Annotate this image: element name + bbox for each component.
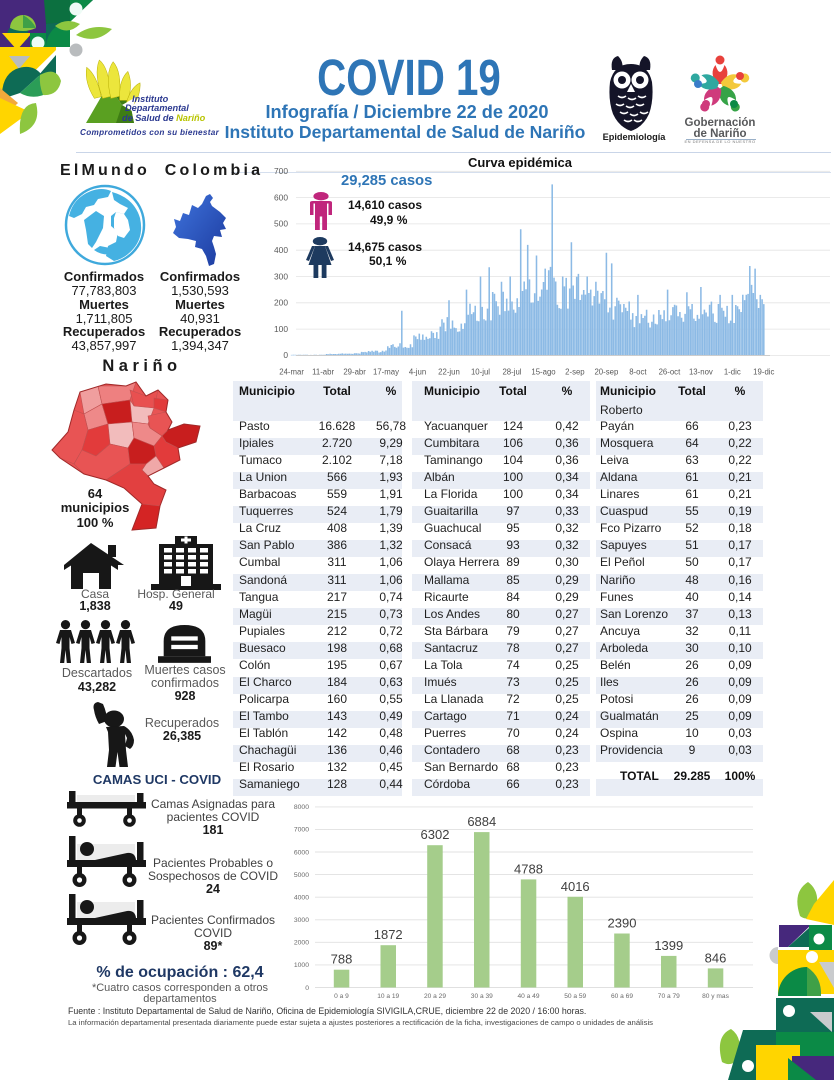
svg-text:30 a 39: 30 a 39 xyxy=(471,993,493,1000)
svg-text:1000: 1000 xyxy=(294,962,309,969)
svg-text:1-dic: 1-dic xyxy=(724,368,741,377)
svg-text:3000: 3000 xyxy=(294,917,309,924)
svg-text:13-nov: 13-nov xyxy=(689,368,713,377)
svg-text:22-jun: 22-jun xyxy=(438,368,460,377)
svg-text:4016: 4016 xyxy=(561,879,590,894)
svg-text:20 a 29: 20 a 29 xyxy=(424,993,446,1000)
svg-text:0: 0 xyxy=(283,350,288,360)
svg-text:5000: 5000 xyxy=(294,872,309,879)
svg-text:0 a 9: 0 a 9 xyxy=(334,993,349,1000)
svg-text:0: 0 xyxy=(305,985,309,992)
svg-text:6000: 6000 xyxy=(294,849,309,856)
svg-text:2390: 2390 xyxy=(608,916,637,931)
svg-text:6884: 6884 xyxy=(467,814,496,829)
svg-text:26-oct: 26-oct xyxy=(659,368,682,377)
svg-text:17-may: 17-may xyxy=(373,368,399,377)
svg-text:500: 500 xyxy=(274,219,288,229)
svg-text:11-abr: 11-abr xyxy=(312,368,334,377)
svg-text:8-oct: 8-oct xyxy=(629,368,647,377)
svg-text:2000: 2000 xyxy=(294,940,309,947)
svg-text:6302: 6302 xyxy=(421,827,450,842)
svg-text:200: 200 xyxy=(274,298,288,308)
svg-text:10-jul: 10-jul xyxy=(471,368,490,377)
svg-text:100: 100 xyxy=(274,324,288,334)
svg-text:1872: 1872 xyxy=(374,927,403,942)
svg-text:8000: 8000 xyxy=(294,804,309,811)
svg-text:300: 300 xyxy=(274,271,288,281)
svg-text:28-jul: 28-jul xyxy=(502,368,521,377)
svg-text:29-abr: 29-abr xyxy=(343,368,366,377)
svg-text:4000: 4000 xyxy=(294,895,309,902)
svg-text:4-jun: 4-jun xyxy=(409,368,426,377)
svg-text:60 a 69: 60 a 69 xyxy=(611,993,633,1000)
svg-text:10 a 19: 10 a 19 xyxy=(377,993,399,1000)
svg-text:600: 600 xyxy=(274,192,288,202)
svg-text:788: 788 xyxy=(331,952,353,967)
svg-text:1399: 1399 xyxy=(654,938,683,953)
svg-text:24-mar: 24-mar xyxy=(279,368,304,377)
svg-text:4788: 4788 xyxy=(514,861,543,876)
svg-text:846: 846 xyxy=(705,950,727,965)
svg-text:80 y mas: 80 y mas xyxy=(702,993,729,1000)
svg-text:2-sep: 2-sep xyxy=(565,368,585,377)
svg-text:20-sep: 20-sep xyxy=(594,368,619,377)
svg-text:40 a 49: 40 a 49 xyxy=(518,993,540,1000)
svg-text:15-ago: 15-ago xyxy=(531,368,556,377)
svg-text:400: 400 xyxy=(274,245,288,255)
svg-text:50 a 59: 50 a 59 xyxy=(564,993,586,1000)
svg-text:70 a 79: 70 a 79 xyxy=(658,993,680,1000)
svg-text:7000: 7000 xyxy=(294,827,309,834)
svg-text:700: 700 xyxy=(274,166,288,176)
svg-text:19-dic: 19-dic xyxy=(753,368,774,377)
